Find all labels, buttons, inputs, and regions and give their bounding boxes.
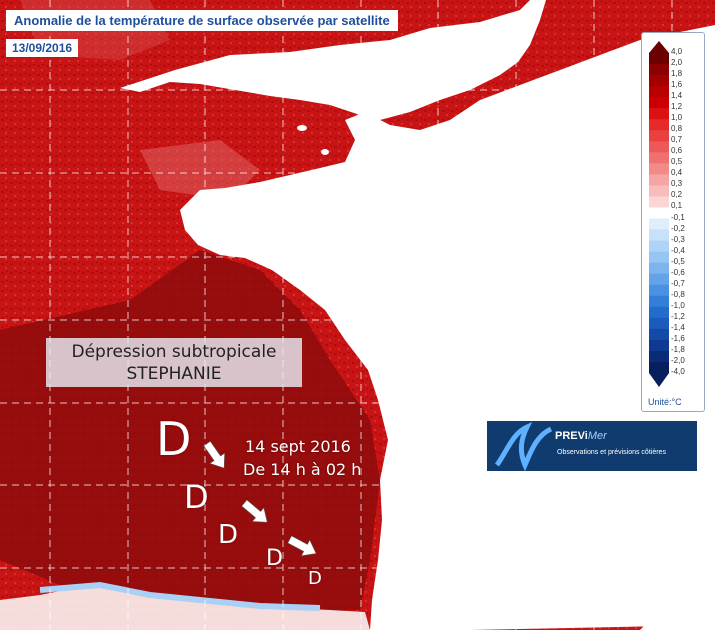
legend-label: -0,4 bbox=[671, 245, 685, 255]
storm-position-marker: D bbox=[266, 546, 283, 571]
legend-label: -1,2 bbox=[671, 311, 685, 321]
legend-swatch bbox=[649, 350, 669, 363]
legend-swatch bbox=[649, 130, 669, 142]
legend-label: 0,4 bbox=[671, 168, 683, 178]
storm-position-marker: D bbox=[218, 520, 239, 550]
legend-label: 0,2 bbox=[671, 190, 683, 200]
legend-label: 0,8 bbox=[671, 124, 683, 134]
legend-color-bar bbox=[649, 41, 669, 387]
island bbox=[297, 125, 307, 131]
storm-type: Dépression subtropicale bbox=[71, 342, 277, 362]
lighter-anomaly-patch bbox=[140, 140, 260, 200]
legend-bottom-cap bbox=[649, 373, 669, 387]
legend-swatch bbox=[649, 229, 669, 242]
map-title: Anomalie de la température de surface ob… bbox=[6, 10, 398, 31]
land-england bbox=[120, 0, 546, 120]
legend-label: 1,8 bbox=[671, 69, 683, 79]
legend-swatch bbox=[649, 361, 669, 374]
storm-position-marker: D bbox=[308, 568, 322, 589]
legend-swatch bbox=[649, 86, 669, 98]
legend-label: 1,0 bbox=[671, 113, 683, 123]
legend-label: -0,6 bbox=[671, 267, 685, 277]
legend-swatch bbox=[649, 108, 669, 120]
cold-coastal-strip bbox=[39, 581, 321, 611]
legend-label: 0,7 bbox=[671, 135, 683, 145]
legend-swatch bbox=[649, 339, 669, 352]
arrow-icon bbox=[203, 440, 225, 469]
legend-swatch bbox=[649, 262, 669, 275]
previmer-logo: PREViMer Observations et prévisions côti… bbox=[487, 421, 697, 471]
storm-name-label: Dépression subtropicale STEPHANIE bbox=[46, 338, 302, 387]
track-time-range: De 14 h à 02 h bbox=[243, 460, 362, 479]
storm-position-marker: D bbox=[156, 412, 192, 466]
legend-label: 1,4 bbox=[671, 91, 683, 101]
legend-swatch bbox=[649, 240, 669, 253]
legend-label: -1,4 bbox=[671, 322, 685, 332]
legend-unit: Unité:°C bbox=[648, 397, 682, 407]
arrow-icon bbox=[287, 535, 317, 557]
legend-label: 0,5 bbox=[671, 157, 683, 167]
legend-swatch bbox=[649, 163, 669, 175]
legend-swatch bbox=[649, 295, 669, 308]
legend-swatch bbox=[649, 64, 669, 76]
legend-label: -1,0 bbox=[671, 300, 685, 310]
legend-label: 4,0 bbox=[671, 47, 683, 56]
storm-position-marker: D bbox=[184, 478, 209, 516]
legend-label: -0,2 bbox=[671, 223, 685, 233]
legend-label: -1,6 bbox=[671, 333, 685, 343]
legend-label: 0,3 bbox=[671, 179, 683, 189]
storm-track-arrows bbox=[203, 440, 317, 557]
legend-label: 0,6 bbox=[671, 146, 683, 156]
legend-label: -4,0 bbox=[671, 367, 685, 376]
map-date: 13/09/2016 bbox=[6, 39, 79, 57]
legend-label: 1,2 bbox=[671, 102, 683, 112]
legend-label: -0,7 bbox=[671, 278, 685, 288]
legend-label: -1,8 bbox=[671, 344, 685, 354]
legend-swatch bbox=[649, 273, 669, 286]
island bbox=[321, 149, 329, 155]
legend-swatch bbox=[649, 328, 669, 341]
legend-label: -0,1 bbox=[671, 212, 685, 222]
legend-swatch bbox=[649, 284, 669, 297]
logo-brand: PREViMer bbox=[555, 430, 607, 442]
arrow-icon bbox=[241, 499, 268, 523]
legend-top-cap bbox=[649, 41, 669, 53]
legend-swatch bbox=[649, 251, 669, 264]
legend-swatch bbox=[649, 196, 669, 208]
land-spain bbox=[0, 585, 370, 630]
legend-label: -0,3 bbox=[671, 234, 685, 244]
land-france bbox=[180, 25, 715, 630]
legend-swatch bbox=[649, 185, 669, 197]
legend-label: -2,0 bbox=[671, 355, 685, 365]
storm-name: STEPHANIE bbox=[126, 364, 222, 384]
legend-label: -0,5 bbox=[671, 256, 685, 266]
track-date: 14 sept 2016 bbox=[245, 437, 351, 456]
color-legend: 4,0 2,0 1,8 1,6 1,4 1,2 1,0 0,8 0,7 0,6 0,5 0,4 0,3 0… bbox=[641, 32, 705, 412]
legend-swatch bbox=[649, 218, 669, 231]
legend-swatch bbox=[649, 75, 669, 87]
legend-label: 0,1 bbox=[671, 201, 683, 211]
legend-label: 2,0 bbox=[671, 58, 683, 68]
legend-label: 1,6 bbox=[671, 80, 683, 90]
legend-swatch bbox=[649, 119, 669, 131]
legend-swatch bbox=[649, 306, 669, 319]
legend-label: -0,8 bbox=[671, 289, 685, 299]
legend-swatch bbox=[649, 97, 669, 109]
legend-swatch bbox=[649, 53, 669, 65]
legend-swatch bbox=[649, 141, 669, 153]
logo-tagline: Observations et prévisions côtières bbox=[557, 449, 666, 456]
legend-swatch bbox=[649, 207, 669, 220]
legend-swatch bbox=[649, 152, 669, 164]
wave-logo-icon bbox=[494, 422, 553, 471]
legend-swatch bbox=[649, 317, 669, 330]
legend-swatch bbox=[649, 174, 669, 186]
